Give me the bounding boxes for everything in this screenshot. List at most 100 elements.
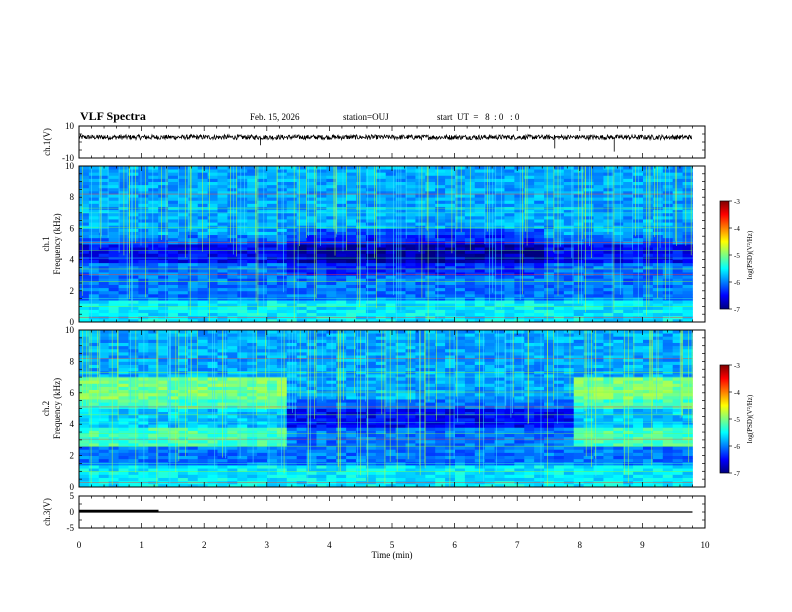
spectrogram-cell — [573, 262, 585, 267]
spectrogram-cell — [88, 333, 100, 337]
spectrogram-cell — [227, 225, 238, 229]
spectrogram-cell — [643, 215, 654, 220]
spectrogram-cell — [98, 234, 110, 239]
spectrogram-cell — [682, 272, 693, 276]
spectrogram-cell — [672, 309, 683, 314]
spectrogram-cell — [365, 187, 377, 192]
spectrogram-cell — [79, 446, 90, 450]
spectrogram-cell — [365, 178, 377, 182]
spectrogram-cell — [583, 200, 594, 204]
spectrogram-cell — [138, 194, 149, 198]
spectrogram-cell — [356, 237, 367, 242]
spectrogram-cell — [197, 414, 209, 419]
spectrogram-cell — [98, 181, 110, 186]
spectrogram-cell — [207, 190, 218, 195]
spectrogram-cell — [276, 417, 288, 422]
spectrogram-cell — [108, 215, 119, 220]
spectrogram-cell — [286, 300, 298, 304]
spectrogram-cell — [187, 219, 199, 223]
spectrogram-cell — [177, 436, 189, 441]
spectrogram-cell — [682, 190, 693, 195]
spectrogram-cell — [336, 483, 347, 488]
spectrogram-cell — [217, 172, 228, 176]
spectrogram-cell — [217, 169, 228, 173]
spectrogram-cell — [524, 290, 535, 295]
spectrogram-cell — [138, 281, 149, 285]
spectrogram-cell — [682, 244, 693, 248]
spectrogram-cell — [98, 219, 110, 223]
spectrogram-cell — [455, 262, 466, 267]
spectrogram-cell — [128, 427, 139, 431]
spectrogram-cell — [237, 468, 248, 472]
spectrogram-cell — [227, 259, 238, 264]
spectrogram-cell — [563, 219, 575, 223]
spectrogram-cell — [682, 203, 693, 207]
spectrogram-cell — [306, 169, 317, 173]
spectrogram-cell — [118, 474, 129, 478]
spectrogram-cell — [385, 209, 397, 214]
spectrogram-cell — [98, 278, 110, 282]
spectrogram-cell — [306, 312, 317, 317]
spectrogram-cell — [544, 278, 555, 282]
spectrogram-cell — [662, 169, 674, 173]
spectrogram-cell — [524, 281, 535, 285]
spectrogram-cell — [494, 303, 505, 307]
spectrogram-cell — [346, 187, 357, 192]
spectrogram-cell — [177, 190, 189, 195]
spectrogram-cell — [385, 259, 397, 264]
spectrogram-cell — [346, 377, 357, 381]
spectrogram-cell — [623, 262, 634, 267]
spectrogram-cell — [207, 309, 218, 314]
spectrogram-cell — [237, 306, 248, 310]
spectrogram-cell — [365, 424, 377, 428]
spectrogram-cell — [267, 439, 278, 444]
spectrogram-cell — [405, 178, 416, 182]
spectrogram-cell — [603, 237, 614, 242]
spectrogram-cell — [88, 477, 100, 482]
spectrogram-cell — [652, 284, 664, 289]
spectrogram-cell — [286, 468, 298, 472]
spectrogram-cell — [257, 345, 268, 350]
spectrogram-cell — [158, 395, 169, 400]
spectrogram-cell — [118, 458, 129, 463]
spectrogram-cell — [88, 166, 100, 170]
spectrogram-cell — [257, 471, 268, 475]
spectrogram-cell — [276, 449, 288, 453]
spectrogram-cell — [247, 312, 258, 317]
spectrogram-cell — [98, 212, 110, 217]
spectrogram-cell — [356, 234, 367, 239]
spectrogram-cell — [306, 436, 317, 441]
spectrogram-cell — [504, 228, 515, 232]
spectrogram-cell — [573, 265, 585, 270]
spectrogram-cell — [286, 284, 298, 289]
spectrogram-cell — [583, 303, 594, 307]
spectrogram-cell — [652, 272, 664, 276]
spectrogram-cell — [88, 455, 100, 460]
spectrogram-cell — [375, 272, 387, 276]
spectrogram-cell — [197, 383, 209, 387]
spectrogram-cell — [435, 309, 446, 314]
spectrogram-cell — [415, 265, 426, 270]
spectrogram-cell — [286, 200, 298, 204]
spectrogram-cell — [257, 200, 268, 204]
spectrogram-cell — [138, 364, 149, 369]
spectrogram-cell — [276, 281, 288, 285]
spectrogram-cell — [257, 197, 268, 201]
spectrogram-cell — [237, 272, 248, 276]
spectrogram-cell — [672, 259, 683, 264]
spectrogram-cell — [643, 184, 654, 189]
spectrogram-cell — [316, 284, 327, 289]
spectrogram-cell — [365, 184, 377, 189]
spectrogram-cell — [267, 187, 278, 192]
spectrogram-cell — [168, 278, 179, 282]
spectrogram-cell — [365, 402, 377, 406]
spectrogram-cell — [237, 200, 248, 204]
spectrogram-cell — [494, 237, 505, 242]
spectrogram-cell — [306, 300, 317, 304]
spectrogram-cell — [197, 303, 209, 307]
spectrogram-cell — [177, 281, 189, 285]
spectrogram-cell — [207, 333, 218, 337]
spectrogram-cell — [326, 380, 337, 384]
spectrogram-cell — [237, 268, 248, 273]
